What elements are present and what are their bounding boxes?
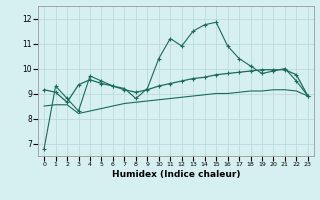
- X-axis label: Humidex (Indice chaleur): Humidex (Indice chaleur): [112, 170, 240, 179]
